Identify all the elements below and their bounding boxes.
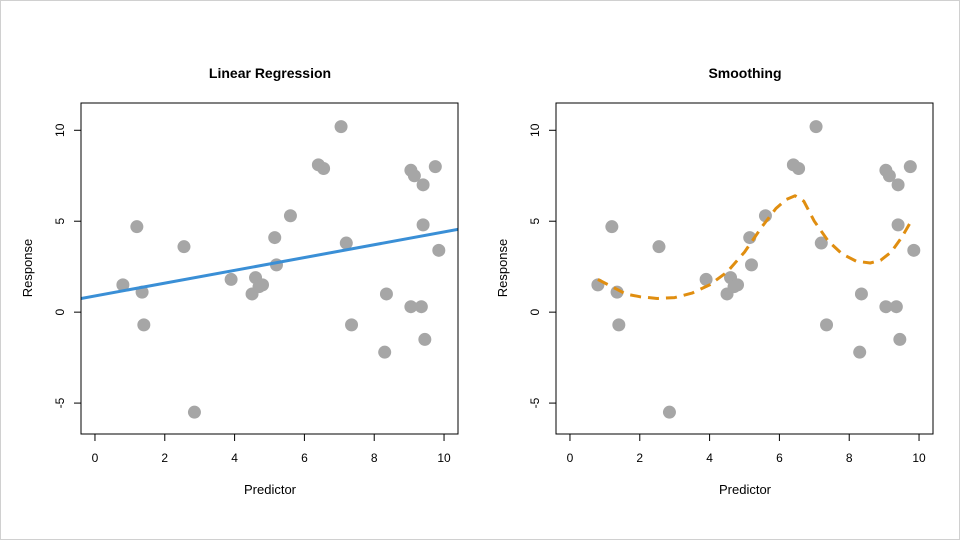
data-point [891, 178, 905, 192]
data-point [414, 300, 428, 314]
data-point [418, 332, 432, 346]
data-point [889, 300, 903, 314]
x-tick-label: 2 [161, 451, 168, 465]
x-tick-label: 6 [301, 451, 308, 465]
data-point [116, 278, 130, 292]
data-point [407, 169, 421, 183]
data-point [283, 209, 297, 223]
data-point [432, 243, 446, 257]
x-tick-label: 4 [231, 451, 238, 465]
y-tick-label: -5 [53, 397, 67, 408]
x-tick-label: 4 [706, 451, 713, 465]
data-point [256, 278, 270, 292]
regression-line [81, 227, 458, 300]
data-point [379, 287, 393, 301]
chart-title: Smoothing [708, 65, 781, 81]
data-point [809, 120, 823, 134]
data-point [907, 243, 921, 257]
y-tick-label: 5 [53, 218, 67, 225]
data-point [187, 405, 201, 419]
data-point [345, 318, 359, 332]
data-point [268, 231, 282, 245]
data-marks [81, 120, 458, 419]
x-axis-label: Predictor [244, 482, 297, 497]
data-point [792, 161, 806, 175]
data-point [416, 178, 430, 192]
y-tick-label: -5 [528, 397, 542, 408]
data-point [224, 272, 238, 286]
data-point [853, 345, 867, 359]
x-tick-label: 0 [92, 451, 99, 465]
x-ticks: 0 2 4 6 8 10 [567, 434, 926, 465]
y-ticks: -5 0 5 10 [528, 123, 556, 408]
data-point [416, 218, 430, 232]
data-point [820, 318, 834, 332]
data-point [903, 160, 917, 174]
data-point [854, 287, 868, 301]
y-axis-label: Response [495, 239, 510, 298]
plot-frame [80, 102, 459, 435]
y-tick-label: 10 [528, 123, 542, 137]
data-point [731, 278, 745, 292]
data-point [339, 236, 353, 250]
data-point [177, 240, 191, 254]
x-tick-label: 8 [846, 451, 853, 465]
data-point [662, 405, 676, 419]
data-point [137, 318, 151, 332]
data-point [814, 236, 828, 250]
data-point [882, 169, 896, 183]
x-tick-label: 10 [912, 451, 926, 465]
y-tick-label: 5 [528, 218, 542, 225]
data-point [334, 120, 348, 134]
data-point [652, 240, 666, 254]
data-marks [591, 120, 921, 419]
data-point [893, 332, 907, 346]
data-point [378, 345, 392, 359]
data-point [699, 272, 713, 286]
data-point [605, 220, 619, 234]
x-tick-label: 10 [437, 451, 451, 465]
data-point [612, 318, 626, 332]
data-point [879, 300, 893, 314]
chart-title: Linear Regression [209, 65, 331, 81]
data-point [428, 160, 442, 174]
panel-linear-regression: Linear Regression Predictor Response 0 2 4… [20, 65, 459, 497]
panel-smoothing: Smoothing Predictor Response 0 2 4 6 8 10 -5 0… [495, 65, 934, 497]
x-tick-label: 0 [567, 451, 574, 465]
y-tick-label: 0 [53, 308, 67, 315]
x-axis-label: Predictor [719, 482, 772, 497]
y-axis-label: Response [20, 239, 35, 298]
data-point [130, 220, 144, 234]
x-tick-label: 8 [371, 451, 378, 465]
x-ticks: 0 2 4 6 8 10 [92, 434, 451, 465]
data-point [744, 258, 758, 272]
x-tick-label: 6 [776, 451, 783, 465]
y-tick-label: 0 [528, 308, 542, 315]
data-point [317, 161, 331, 175]
smoothing-curve [597, 194, 914, 300]
y-tick-label: 10 [53, 123, 67, 137]
plot-frame [555, 102, 934, 435]
data-point [891, 218, 905, 232]
y-ticks: -5 0 5 10 [53, 123, 81, 408]
data-point [404, 300, 418, 314]
x-tick-label: 2 [636, 451, 643, 465]
